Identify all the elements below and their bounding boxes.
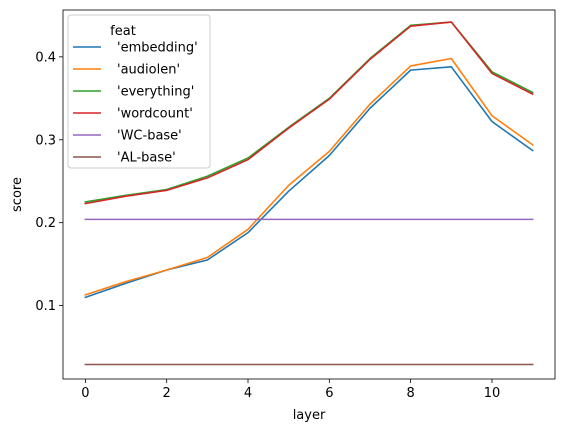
legend-entry-label: 'embedding'	[117, 41, 198, 56]
legend-entry-label: 'WC-base'	[117, 129, 182, 144]
x-axis-label: layer	[293, 408, 326, 423]
x-tick-label: 4	[244, 386, 252, 401]
legend-entry-label: 'AL-base'	[117, 151, 176, 166]
legend-entry-label: 'audiolen'	[117, 63, 180, 78]
x-tick-label: 10	[484, 386, 501, 401]
x-tick-label: 8	[407, 386, 415, 401]
x-tick-label: 0	[81, 386, 89, 401]
y-axis-label: score	[10, 177, 25, 212]
legend-entry-label: 'everything'	[117, 85, 194, 100]
y-tick-label: 0.4	[35, 50, 56, 65]
legend-title: feat	[110, 24, 136, 39]
y-tick-label: 0.1	[35, 299, 56, 314]
y-tick-label: 0.2	[35, 216, 56, 231]
x-tick-label: 6	[325, 386, 333, 401]
x-tick-label: 2	[163, 386, 171, 401]
y-tick-label: 0.3	[35, 133, 56, 148]
legend-entry-label: 'wordcount'	[117, 107, 193, 122]
legend: feat 'embedding' 'audiolen' 'everything' 'wo…	[68, 15, 210, 168]
